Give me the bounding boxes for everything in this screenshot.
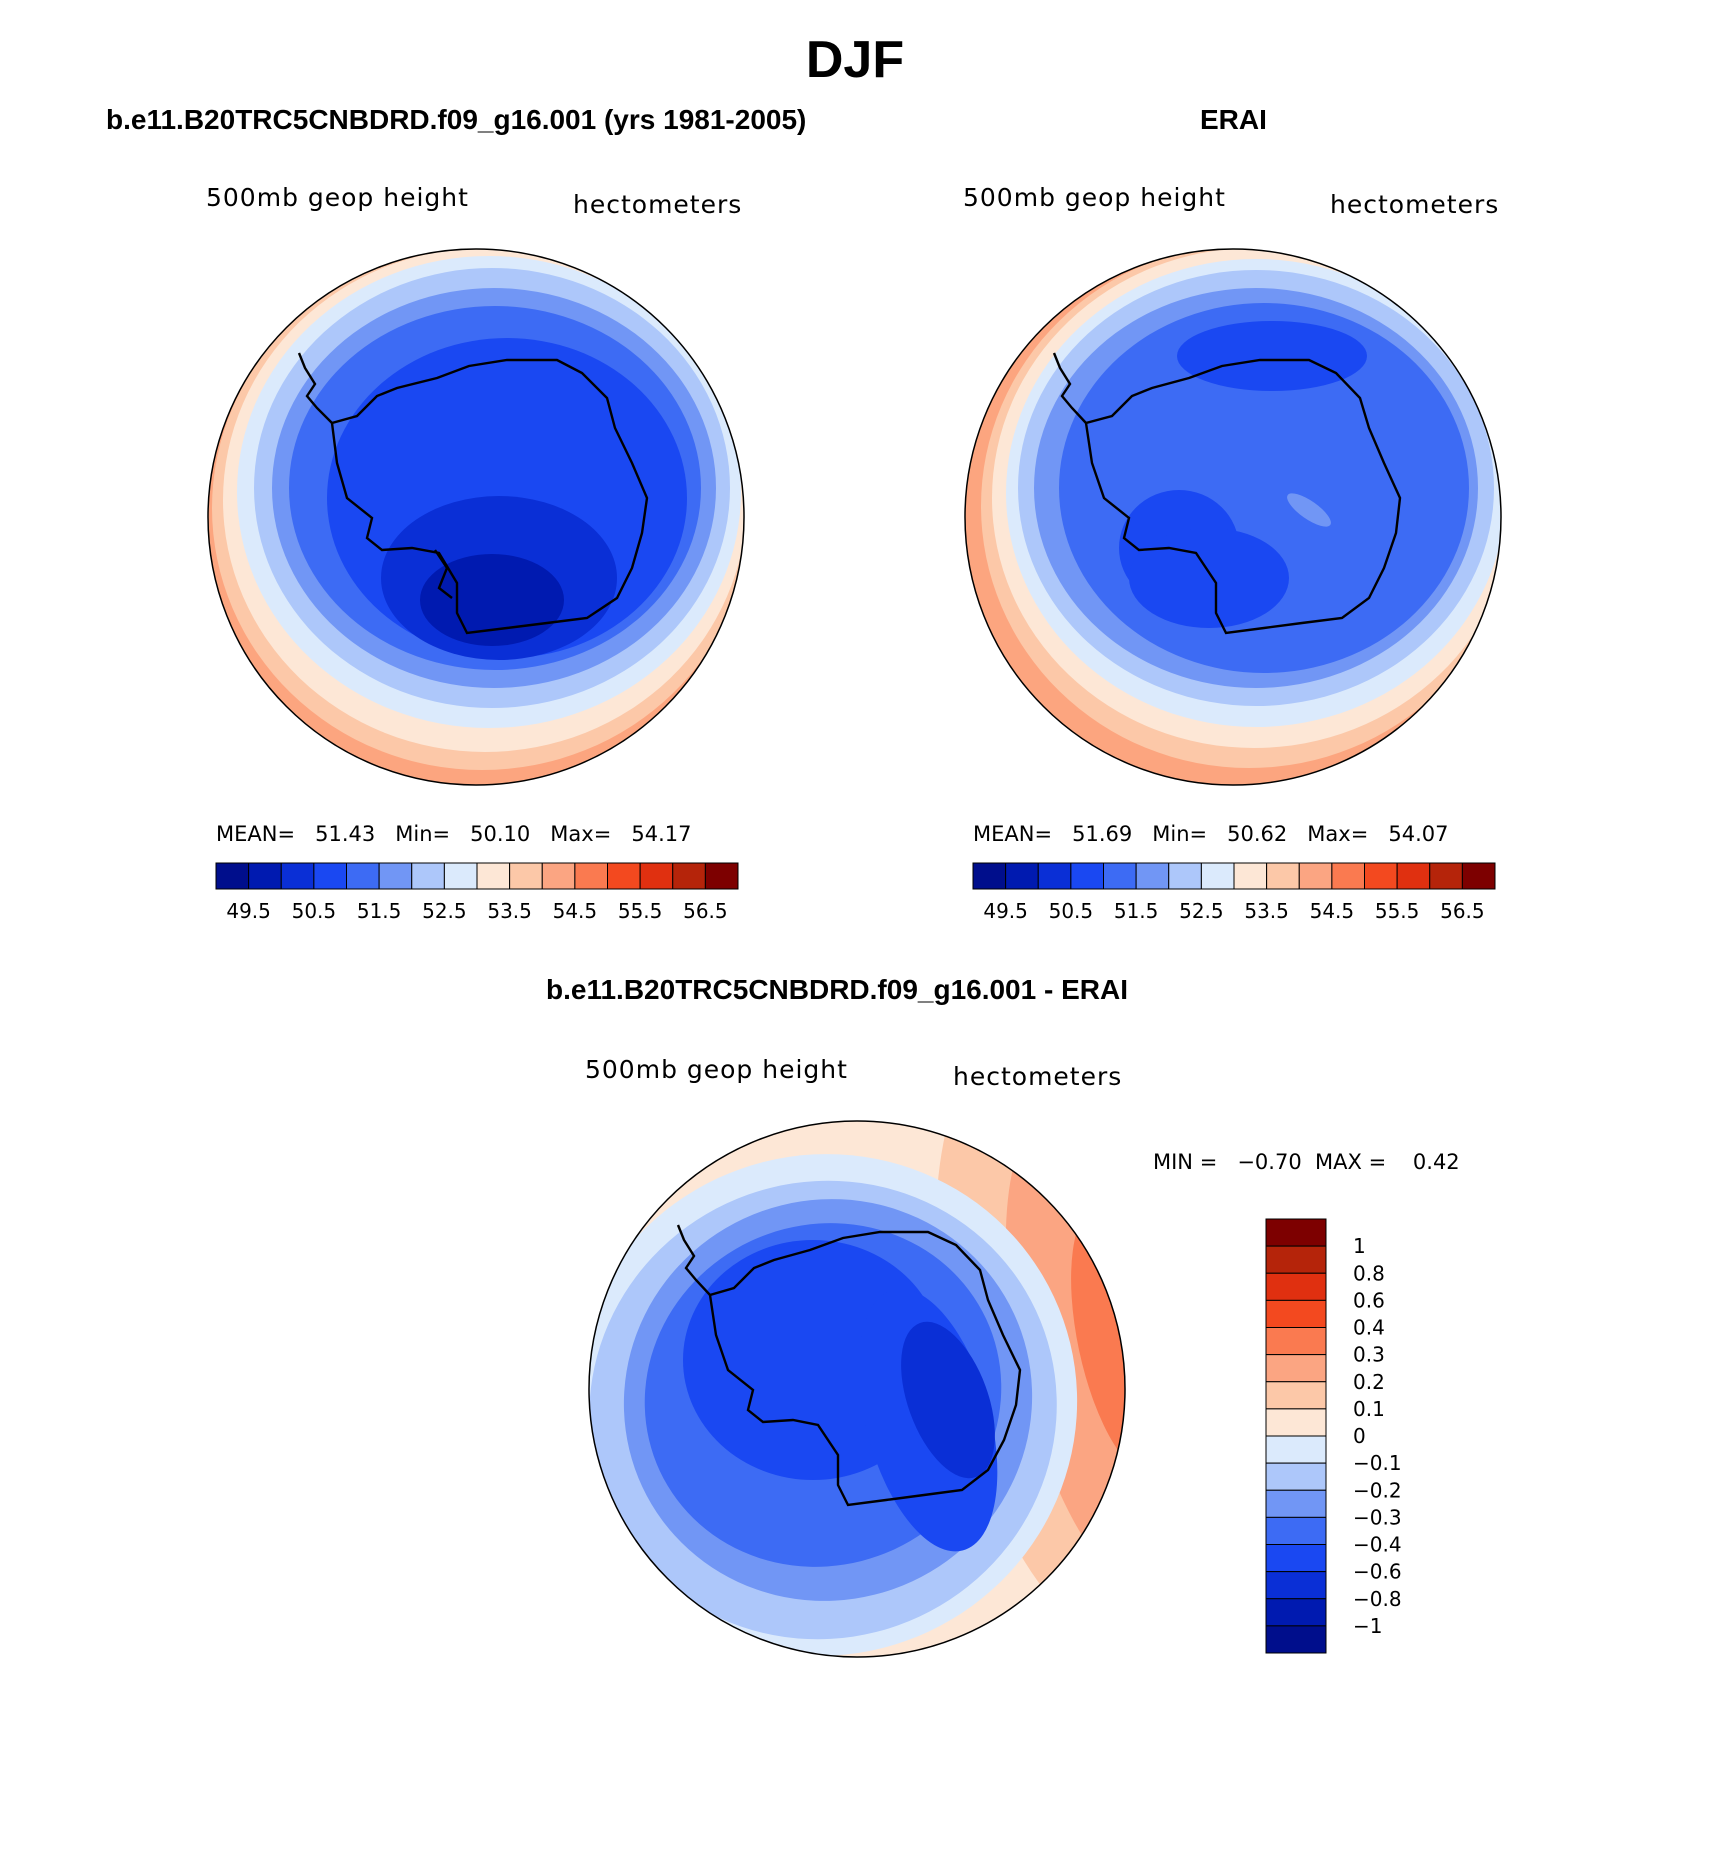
colorbar-tick-label: −0.1 — [1353, 1451, 1402, 1475]
colorbar-swatch — [411, 862, 445, 890]
colorbar-swatch — [607, 862, 641, 890]
panel1-variable-label: 500mb geop height — [206, 183, 469, 212]
panel1-units-label: hectometers — [573, 190, 743, 219]
colorbar-swatch — [541, 862, 576, 890]
colorbar-swatch — [509, 862, 543, 890]
colorbar-swatch — [1265, 1462, 1327, 1491]
panel1-colorbar: 49.5 50.5 51.5 52.5 53.5 54.5 55.5 56.5 — [215, 862, 739, 923]
colorbar-swatch — [639, 862, 674, 890]
colorbar-tick-label: −0.4 — [1353, 1533, 1402, 1557]
colorbar-tick-label: 54.5 — [553, 899, 598, 923]
colorbar-tick-label: 54.5 — [1310, 899, 1355, 923]
colorbar-tick-label: 50.5 — [292, 899, 337, 923]
figure-title: DJF — [805, 31, 905, 89]
colorbar-swatch — [1168, 862, 1202, 890]
colorbar-swatch — [574, 862, 608, 890]
colorbar-tick-label: 53.5 — [1244, 899, 1289, 923]
colorbar-swatch — [1265, 1489, 1327, 1518]
colorbar-swatch — [1233, 862, 1268, 890]
panel2-title: ERAI — [1200, 104, 1267, 135]
colorbar-swatch — [1103, 862, 1137, 890]
colorbar-swatch — [1037, 862, 1072, 890]
colorbar-tick-label: 49.5 — [226, 899, 271, 923]
colorbar-tick-label: 0.4 — [1353, 1316, 1385, 1340]
colorbar-swatch — [280, 862, 315, 890]
colorbar-swatch — [1265, 1598, 1327, 1627]
panel2-colorbar: 49.5 50.5 51.5 52.5 53.5 54.5 55.5 56.5 — [972, 862, 1496, 923]
colorbar-swatch — [313, 862, 347, 890]
panel1-map — [207, 248, 745, 786]
colorbar-swatch — [248, 862, 282, 890]
colorbar-swatch — [1070, 862, 1104, 890]
colorbar-tick-label: 51.5 — [1114, 899, 1159, 923]
colorbar-swatch — [1265, 1516, 1327, 1545]
colorbar-tick-label: 56.5 — [1440, 899, 1485, 923]
colorbar-tick-label: 52.5 — [422, 899, 467, 923]
colorbar-tick-label: 53.5 — [487, 899, 532, 923]
colorbar-swatch — [443, 862, 478, 890]
colorbar-swatch — [1265, 1354, 1327, 1383]
colorbar-swatch — [672, 862, 706, 890]
colorbar-tick-label: 55.5 — [1375, 899, 1420, 923]
colorbar-swatch — [1265, 1272, 1327, 1301]
panel2-variable-label: 500mb geop height — [963, 183, 1226, 212]
colorbar-swatch — [972, 862, 1007, 890]
colorbar-tick-label: 55.5 — [618, 899, 663, 923]
colorbar-swatch — [1461, 862, 1496, 890]
colorbar-swatch — [1265, 1218, 1327, 1247]
colorbar-swatch — [1331, 862, 1365, 890]
colorbar-swatch — [1265, 1435, 1327, 1464]
colorbar-tick-label: 0.6 — [1353, 1288, 1385, 1312]
panel1-stats: MEAN= 51.43 Min= 50.10 Max= 54.17 — [216, 822, 692, 846]
colorbar-swatch — [346, 862, 380, 890]
colorbar-tick-label: 1 — [1353, 1234, 1366, 1258]
panel3-title: b.e11.B20TRC5CNBDRD.f09_g16.001 - ERAI — [546, 974, 1128, 1005]
colorbar-swatch — [1266, 862, 1300, 890]
colorbar-swatch — [1265, 1299, 1327, 1328]
panel3-units-label: hectometers — [953, 1062, 1123, 1091]
colorbar-tick-label: 50.5 — [1049, 899, 1094, 923]
colorbar-tick-label: 51.5 — [357, 899, 402, 923]
panel3-variable-label: 500mb geop height — [585, 1055, 848, 1084]
colorbar-tick-label: 0.3 — [1353, 1343, 1385, 1367]
colorbar-swatch — [1396, 862, 1431, 890]
colorbar-tick-label: 0.8 — [1353, 1261, 1385, 1285]
colorbar-tick-label: −0.8 — [1353, 1587, 1402, 1611]
panel3-colorbar: 1 0.8 0.6 0.4 0.3 0.2 0.1 0 −0.1 −0.2 −0.3 −0.4 −0.6… — [1265, 1218, 1402, 1654]
panel2-map — [964, 248, 1502, 786]
colorbar-swatch — [1200, 862, 1235, 890]
colorbar-swatch — [1265, 1245, 1327, 1274]
colorbar-swatch — [1429, 862, 1463, 890]
colorbar-swatch — [1364, 862, 1398, 890]
colorbar-tick-label: −0.6 — [1353, 1560, 1402, 1584]
colorbar-tick-label: 0.1 — [1353, 1397, 1385, 1421]
panel2-units-label: hectometers — [1330, 190, 1500, 219]
colorbar-tick-label: 56.5 — [683, 899, 728, 923]
colorbar-tick-label: 52.5 — [1179, 899, 1224, 923]
colorbar-swatch — [1135, 862, 1170, 890]
panel3-stats: MIN = −0.70 MAX = 0.42 — [1153, 1150, 1460, 1174]
colorbar-tick-label: −0.2 — [1353, 1478, 1402, 1502]
colorbar-swatch — [476, 862, 511, 890]
colorbar-tick-label: −0.3 — [1353, 1505, 1402, 1529]
colorbar-swatch — [215, 862, 250, 890]
panel2-stats: MEAN= 51.69 Min= 50.62 Max= 54.07 — [973, 822, 1449, 846]
colorbar-tick-label: 49.5 — [983, 899, 1028, 923]
colorbar-swatch — [1265, 1571, 1327, 1600]
colorbar-tick-label: 0.2 — [1353, 1370, 1385, 1394]
colorbar-tick-label: 0 — [1353, 1424, 1366, 1448]
colorbar-swatch — [1265, 1381, 1327, 1410]
colorbar-swatch — [1005, 862, 1039, 890]
colorbar-swatch — [378, 862, 413, 890]
panel3-map — [588, 1120, 1126, 1658]
colorbar-swatch — [1298, 862, 1333, 890]
panel1-title: b.e11.B20TRC5CNBDRD.f09_g16.001 (yrs 198… — [106, 104, 807, 135]
colorbar-swatch — [704, 862, 739, 890]
colorbar-tick-label: −1 — [1353, 1614, 1382, 1638]
colorbar-swatch — [1265, 1327, 1327, 1356]
colorbar-swatch — [1265, 1544, 1327, 1573]
colorbar-swatch — [1265, 1625, 1327, 1654]
colorbar-swatch — [1265, 1408, 1327, 1437]
